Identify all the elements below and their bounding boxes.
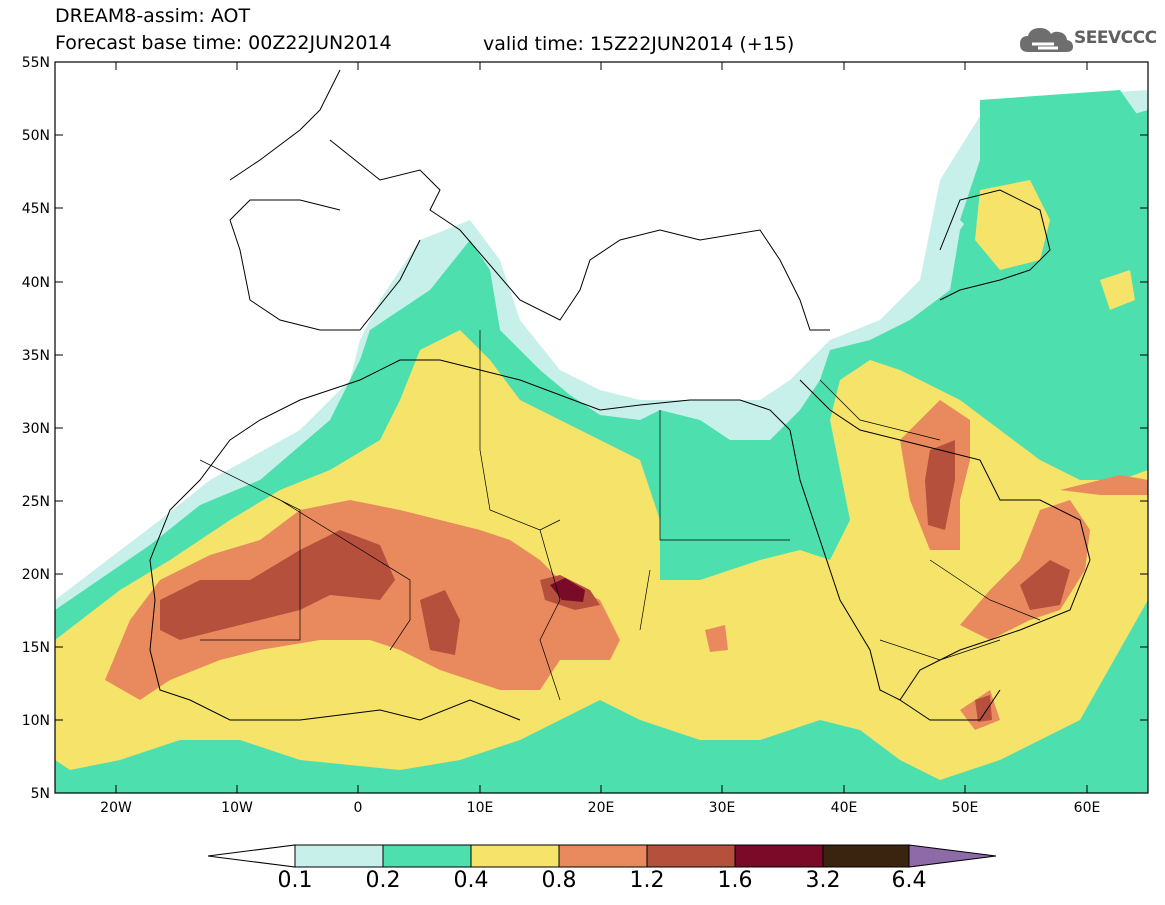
lat-tick-label: 55N xyxy=(22,55,50,71)
colorbar-swatch xyxy=(382,844,472,868)
colorbar-swatch xyxy=(822,844,910,868)
colorbar xyxy=(207,844,997,868)
lat-tick-label: 50N xyxy=(22,128,50,144)
lon-tick-label: 30E xyxy=(709,800,736,816)
colorbar-label: 1.2 xyxy=(629,868,665,893)
lat-tick-labels: 55N 50N 45N 40N 35N 30N 25N 20N 15N 10N … xyxy=(22,55,50,802)
colorbar-swatch xyxy=(646,844,736,868)
forecast-base-time: Forecast base time: 00Z22JUN2014 xyxy=(55,32,392,54)
lat-tick-label: 45N xyxy=(22,201,50,217)
lat-tick-label: 5N xyxy=(31,786,50,802)
colorbar-swatch xyxy=(558,844,648,868)
colorbar-swatch xyxy=(470,844,560,868)
colorbar-low-arrow xyxy=(207,844,296,868)
colorbar-label: 0.8 xyxy=(541,868,577,893)
valid-time: valid time: 15Z22JUN2014 (+15) xyxy=(483,33,795,55)
axis-ticks xyxy=(55,61,1148,794)
lon-tick-label: 10W xyxy=(221,800,253,816)
map-title: DREAM8-assim: AOT xyxy=(55,5,251,27)
lon-tick-label: 20W xyxy=(100,800,132,816)
seevccc-logo: SEEVCCC xyxy=(1018,22,1158,58)
colorbar-swatch xyxy=(294,844,384,868)
lat-tick-label: 20N xyxy=(22,567,50,583)
colorbar-swatch xyxy=(734,844,824,868)
lat-tick-label: 30N xyxy=(22,421,50,437)
colorbar-label: 6.4 xyxy=(891,868,927,893)
lon-tick-labels: 20W 10W 0 10E 20E 30E 40E 50E 60E xyxy=(100,800,1100,816)
lon-tick-label: 60E xyxy=(1074,800,1101,816)
colorbar-label: 0.1 xyxy=(277,868,313,893)
lon-tick-label: 40E xyxy=(831,800,858,816)
aot-level-1.6 xyxy=(550,578,585,602)
lat-tick-label: 35N xyxy=(22,348,50,364)
colorbar-label: 1.6 xyxy=(717,868,753,893)
country-borders xyxy=(199,330,1041,701)
lon-tick-label: 10E xyxy=(467,800,494,816)
aot-level-1.2 xyxy=(160,440,1070,722)
colorbar-label: 0.2 xyxy=(365,868,401,893)
colorbar-high-arrow xyxy=(908,844,997,868)
coastlines xyxy=(149,69,1091,721)
colorbar-label: 3.2 xyxy=(805,868,841,893)
lon-tick-label: 0 xyxy=(354,800,363,816)
aot-field xyxy=(55,62,1148,793)
lon-tick-label: 50E xyxy=(952,800,979,816)
cloud-icon xyxy=(1020,28,1073,52)
lat-tick-label: 15N xyxy=(22,640,50,656)
lon-tick-label: 20E xyxy=(588,800,615,816)
lat-tick-label: 25N xyxy=(22,494,50,510)
lat-tick-label: 10N xyxy=(22,713,50,729)
logo-text: SEEVCCC xyxy=(1074,28,1157,48)
lat-tick-label: 40N xyxy=(22,275,50,291)
colorbar-label: 0.4 xyxy=(453,868,489,893)
